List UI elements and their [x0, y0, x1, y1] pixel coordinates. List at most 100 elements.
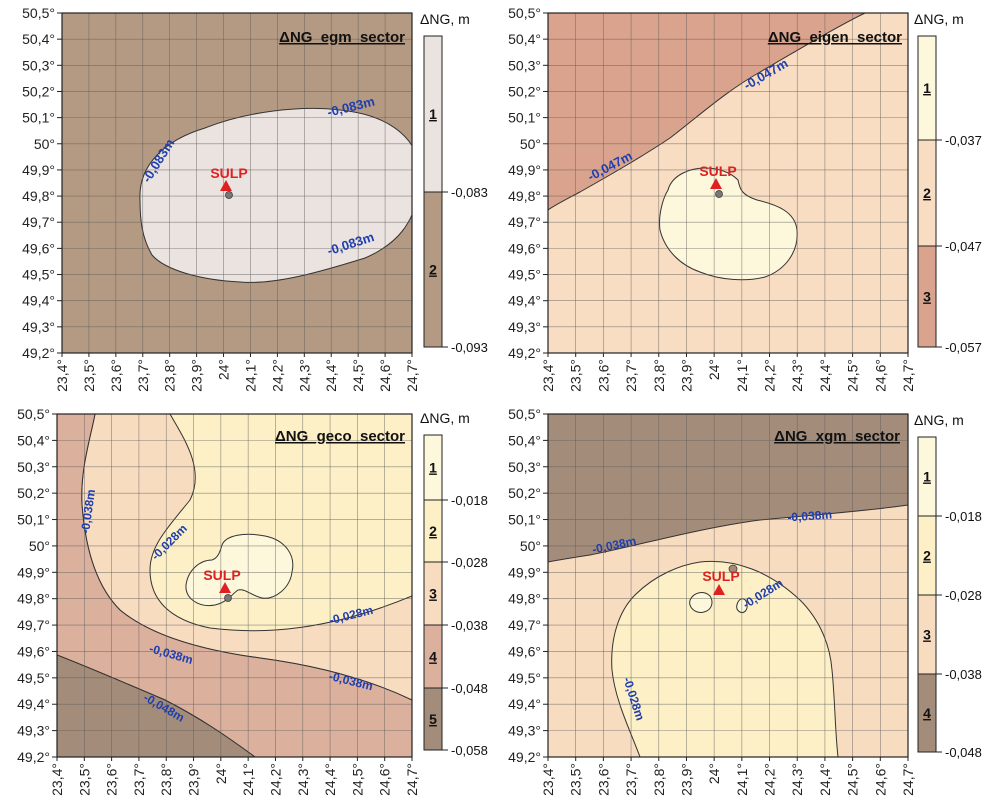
lat-tick-label: 49,4° [22, 293, 55, 309]
grid-geco [57, 414, 412, 757]
lat-tick-label: 50,5° [22, 5, 55, 21]
lon-tick-label: 24° [213, 763, 229, 784]
legend-break-label: -0,038 [945, 667, 982, 682]
panel-geco: 50,5° 50,4° 50,3° 50,2° 50,1° 50° 49,9° 49,8° 49… [17, 406, 488, 796]
lon-tick-label: 23,7° [131, 763, 147, 796]
lat-tick-label: 49,6° [508, 643, 541, 659]
lon-tick-label: 24,3° [789, 359, 805, 392]
lat-tick-label: 50,3° [17, 459, 50, 475]
legend-class-number: 1 [923, 469, 931, 485]
legend-break-label: -0,048 [451, 681, 488, 696]
panel-title-eigen: ΔNG_eigen_sector [768, 29, 902, 46]
lon-tick-label: 23,6° [595, 763, 611, 796]
lat-tick-label: 49,2° [22, 345, 55, 361]
panel-title-geco: ΔNG_geco_sector [275, 428, 405, 445]
frame-geco [56, 413, 413, 758]
legend-break-label: -0,038 [451, 618, 488, 633]
lat-tick-label: 49,5° [508, 670, 541, 686]
lat-tick-label: 49,6° [17, 643, 50, 659]
lat-tick-label: 50,1° [22, 110, 55, 126]
lat-tick-label: 49,9° [17, 564, 50, 580]
lon-tick-label: 24,5° [845, 763, 861, 796]
lon-tick-label: 24,2° [762, 359, 778, 392]
legend-swatch [917, 673, 937, 753]
legend-break-label: -0,083 [451, 185, 488, 200]
legend-class-number: 4 [429, 649, 437, 665]
lon-tick-label: 23,8° [158, 763, 174, 796]
lon-tick-label: 23,4° [540, 359, 556, 392]
lat-tick-label: 49,2° [508, 749, 541, 765]
lon-tick-label: 23,5° [568, 763, 584, 796]
legend-class-number: 3 [923, 627, 931, 643]
legend-break-label: -0,018 [945, 509, 982, 524]
legend-egm: ΔNG, m 1 -0,083 2 -0,093 [420, 11, 488, 355]
lat-tick-label: 49,8° [22, 188, 55, 204]
lat-tick-label: 49,2° [508, 345, 541, 361]
lat-tick-label: 50° [520, 538, 541, 554]
lon-tick-label: 24,3° [295, 763, 311, 796]
lat-tick-label: 49,4° [17, 696, 50, 712]
legend-class-number: 5 [429, 711, 437, 727]
legend-title: ΔNG, m [420, 11, 470, 27]
lon-tick-label: 24,1° [734, 359, 750, 392]
legend-class-number: 3 [923, 289, 931, 305]
zone-xgm-4 [548, 414, 908, 563]
zone-xgm-3-spot [728, 564, 738, 574]
grid-egm [62, 13, 412, 353]
panel-title-xgm: ΔNG_xgm_sector [774, 428, 900, 445]
lon-tick-label: 24,3° [789, 763, 805, 796]
frame-xgm [547, 413, 909, 758]
lat-tick-label: 49,3° [508, 723, 541, 739]
lon-tick-label: 24,6° [872, 359, 888, 392]
legend-swatch [423, 191, 443, 348]
lon-axis-eigen: 23,4° 23,5° 23,6° 23,7° 23,8° 23,9° 24° 24,1° 24… [540, 353, 916, 392]
legend-geco: ΔNG, m 1 -0,018 2 -0,028 3 -0,038 4 -0,048 5 -0,05… [420, 410, 488, 758]
lon-tick-label: 24,4° [322, 763, 338, 796]
lon-tick-label: 24,6° [377, 359, 393, 392]
lat-tick-label: 50,2° [508, 83, 541, 99]
legend-break-label: -0,093 [451, 340, 488, 355]
lon-tick-label: 23,5° [76, 763, 92, 796]
contour-label: -0,038m [78, 488, 98, 534]
lon-tick-label: 24,1° [734, 763, 750, 796]
legend-break-label: -0,037 [945, 133, 982, 148]
grid-xgm [548, 414, 908, 757]
lat-tick-label: 49,7° [508, 617, 541, 633]
lat-tick-label: 49,9° [508, 162, 541, 178]
legend-class-number: 2 [429, 523, 437, 539]
station-marker: SULP [702, 568, 740, 595]
lon-tick-label: 24,6° [872, 763, 888, 796]
lon-tick-label: 23,9° [678, 763, 694, 796]
legend-class-number: 4 [923, 705, 931, 721]
lon-tick-label: 24,1° [240, 763, 256, 796]
lon-tick-label: 23,8° [651, 359, 667, 392]
lon-tick-label: 24° [216, 359, 232, 380]
lat-tick-label: 49,9° [508, 564, 541, 580]
panel-xgm: 50,5° 50,4° 50,3° 50,2° 50,1° 50° 49,9° 49,8° 49… [508, 406, 982, 796]
lon-axis-egm: 23,4° 23,5° 23,6° 23,7° 23,8° 23,9° 24° 24,1° 24… [54, 353, 420, 392]
lat-tick-label: 50,4° [508, 31, 541, 47]
zone-xgm-1 [689, 592, 713, 613]
lon-tick-label: 24,7° [900, 359, 916, 392]
lat-tick-label: 49,6° [22, 240, 55, 256]
lat-tick-label: 49,4° [508, 293, 541, 309]
lat-tick-label: 50° [520, 136, 541, 152]
lon-tick-label: 23,6° [595, 359, 611, 392]
lon-tick-label: 23,9° [189, 359, 205, 392]
legend-class-number: 2 [429, 262, 437, 278]
lat-tick-label: 50° [34, 136, 55, 152]
lat-tick-label: 49,4° [508, 696, 541, 712]
lat-tick-label: 49,3° [17, 723, 50, 739]
lat-axis-egm: 50,5° 50,4° 50,3° 50,2° 50,1° 50° 49,9° 49,8° 49… [22, 5, 62, 361]
lat-tick-label: 50,3° [508, 459, 541, 475]
zone-geco-5 [57, 654, 256, 757]
lon-tick-label: 24,7° [404, 763, 420, 796]
lon-tick-label: 23,7° [135, 359, 151, 392]
legend-eigen: ΔNG, m 1 -0,037 2 -0,047 3 -0,057 [914, 11, 982, 355]
legend-break-label: -0,058 [451, 743, 488, 758]
lon-tick-label: 23,8° [651, 763, 667, 796]
lon-axis-geco: 23,4° 23,5° 23,6° 23,7° 23,8° 23,9° 24° 24,1° 24… [49, 757, 420, 796]
legend-break-label: -0,047 [945, 239, 982, 254]
lat-tick-label: 50,1° [508, 110, 541, 126]
